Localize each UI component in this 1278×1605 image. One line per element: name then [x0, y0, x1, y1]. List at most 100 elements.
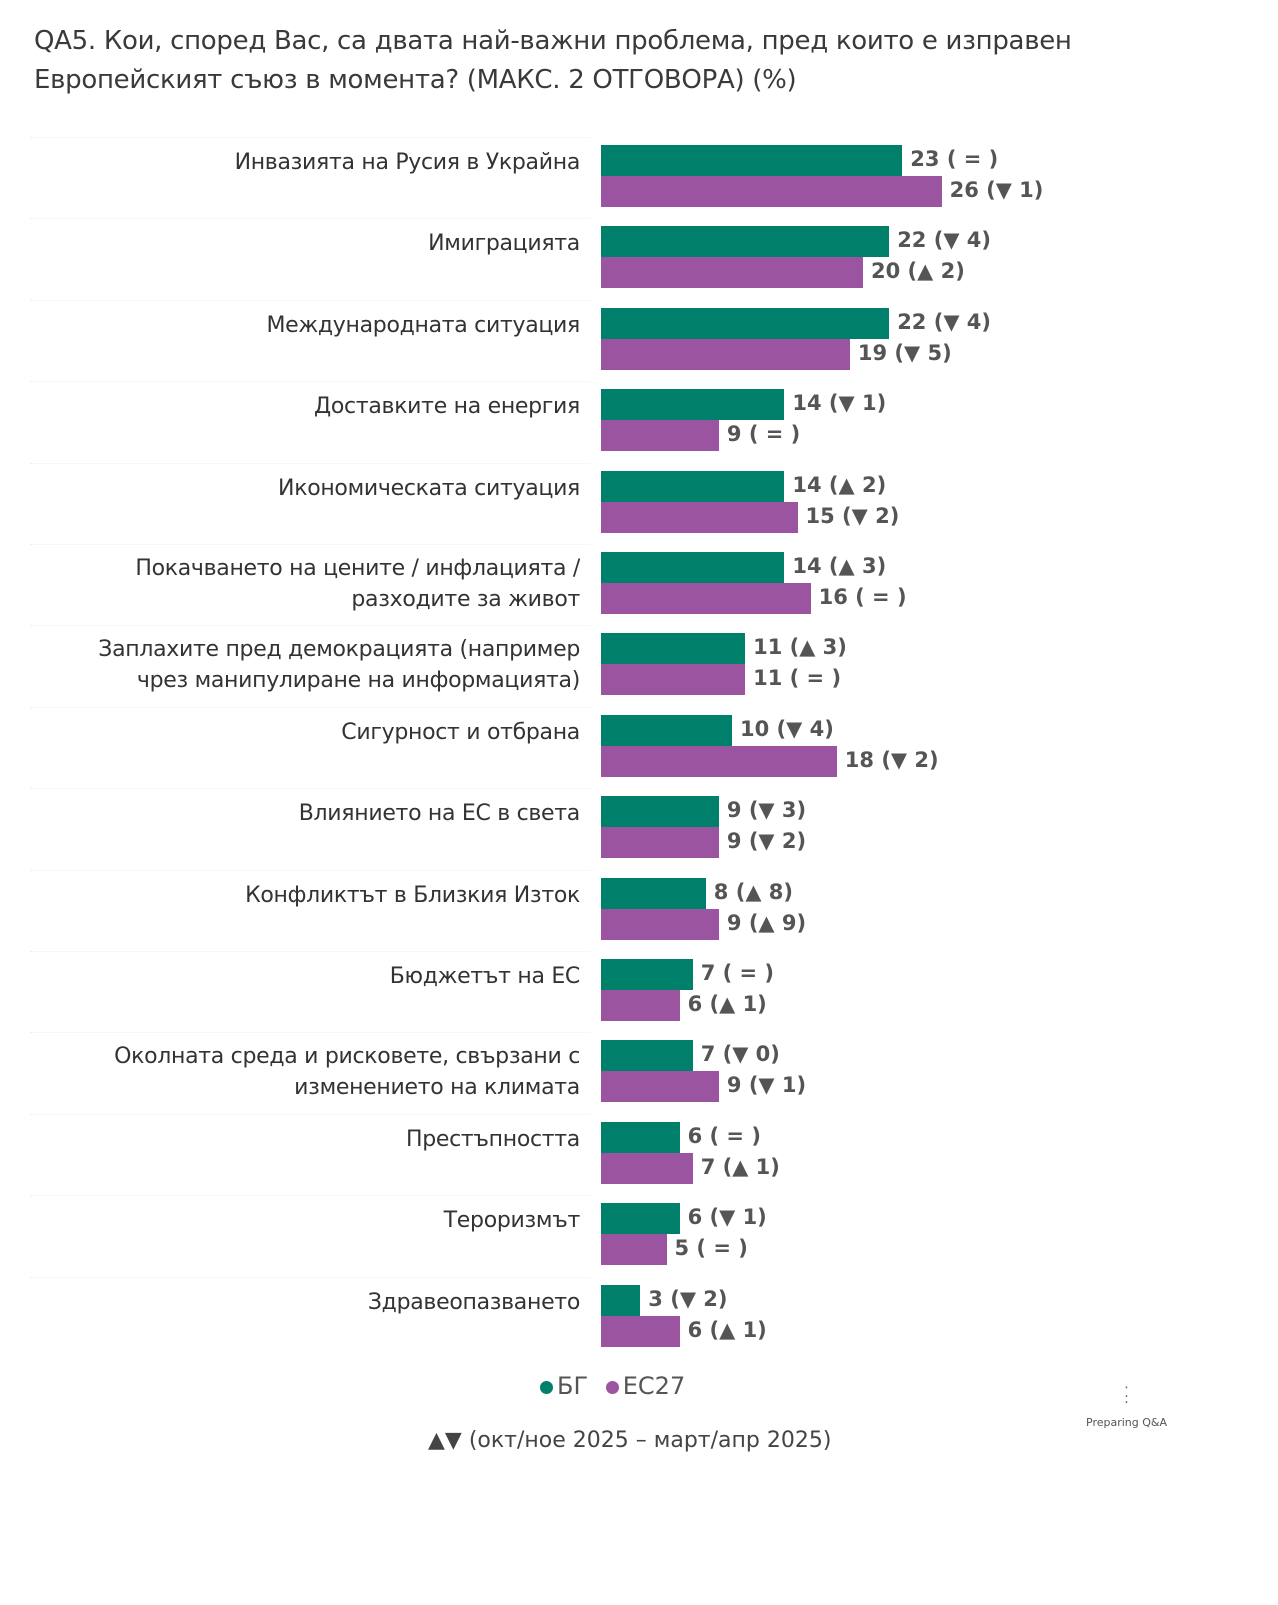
category-label-line: разходите за живот: [351, 587, 580, 612]
data-label-bg: 22 (▼ 4): [897, 228, 991, 253]
data-label-bg: 22 (▼ 4): [897, 309, 991, 334]
bar-bg: [601, 226, 890, 258]
gridline: [30, 381, 590, 383]
bar-bg: [601, 470, 785, 502]
data-label-eu27: 26 (▼ 1): [949, 178, 1044, 202]
bar-chart: Инвазията на Русия в Украйна 23 ( = ) 26 (…: [20, 137, 1044, 1347]
bar-bg: [601, 552, 785, 583]
bar-eu27: [601, 1152, 693, 1184]
category-label-line: Международната ситуация: [266, 312, 580, 338]
bar-bg: [601, 877, 706, 909]
category-label: Престъпността: [20, 1124, 580, 1155]
bar-bg: [601, 959, 693, 990]
data-label-eu27: 20 (▲ 2): [871, 259, 965, 284]
gridline: [30, 544, 590, 545]
gridline: [30, 218, 590, 220]
bar-eu27: [601, 257, 863, 289]
data-label-eu27: 19 (▼ 5): [857, 340, 952, 365]
category-label: Международната ситуация: [20, 310, 580, 341]
bar-eu27: [601, 664, 746, 696]
data-label-eu27: 5 ( = ): [674, 1236, 748, 1261]
category-label: Покачването на цените / инфлацията / разх…: [20, 553, 580, 615]
category-label: Влиянието на ЕС в света: [20, 798, 581, 829]
legend-dot-bg: [540, 1380, 553, 1394]
loader-text: Preparing Q&A: [1086, 1416, 1168, 1429]
bar-eu27: [601, 338, 850, 370]
data-label-bg: 10 (▼ 4): [740, 716, 834, 741]
bar-eu27: [601, 990, 680, 1021]
data-label-eu27: 9 (▼ 2): [726, 829, 807, 854]
category-label-line: Тероризмът: [443, 1208, 581, 1234]
bar-bg: [601, 389, 785, 421]
legend-label-bg: БГ: [557, 1372, 589, 1400]
category-label-line: Икономическата ситуация: [278, 475, 580, 501]
category-label-line: Бюджетът на ЕС: [389, 964, 581, 989]
gridline: [30, 137, 590, 138]
category-label: Околната среда и рисковете, свързани с из…: [20, 1041, 580, 1103]
gridline: [30, 1195, 590, 1197]
gridline: [30, 788, 590, 790]
bar-bg: [601, 1040, 693, 1072]
data-label-eu27: 9 (▼ 1): [726, 1073, 807, 1098]
data-label-bg: 8 (▲ 8): [713, 879, 793, 904]
bar-eu27: [601, 1071, 719, 1103]
data-label-bg: 7 (▼ 0): [700, 1042, 780, 1067]
data-label-eu27: 9 ( = ): [726, 422, 801, 447]
data-label-bg: 9 (▼ 3): [726, 798, 807, 823]
bar-bg: [601, 1203, 680, 1235]
category-label-line: Влиянието на ЕС в света: [298, 801, 581, 827]
data-label-eu27: 18 (▼ 2): [844, 747, 939, 772]
category-label: Бюджетът на ЕС: [20, 961, 581, 992]
category-label: Заплахите пред демокрацията (например чре…: [20, 634, 580, 696]
gridline: [30, 951, 590, 952]
legend: БГ ЕС27: [540, 1372, 685, 1400]
bar-eu27: [601, 1315, 680, 1347]
category-label-line: изменението на климата: [294, 1075, 580, 1101]
loading-dots-icon: ⁚ ·: [1124, 1385, 1129, 1411]
data-label-eu27: 7 (▲ 1): [700, 1154, 780, 1179]
legend-label-eu27: ЕС27: [622, 1372, 686, 1400]
data-label-bg: 14 (▲ 3): [792, 554, 887, 578]
category-label-line: Заплахите пред демокрацията (например: [98, 637, 580, 663]
category-label: Конфликтът в Близкия Изток: [20, 880, 580, 911]
category-label-line: Имиграцията: [428, 231, 580, 257]
category-label: Тероризмът: [20, 1205, 581, 1236]
bar-bg: [601, 633, 746, 665]
gridline: [30, 1276, 590, 1278]
bar-bg: [601, 145, 903, 176]
bar-eu27: [601, 827, 719, 859]
bar-bg: [601, 796, 719, 828]
data-label-eu27: 16 ( = ): [818, 585, 907, 609]
gridline: [30, 625, 590, 627]
bar-eu27: [601, 583, 811, 614]
category-label-line: Околната среда и рисковете, свързани с: [114, 1044, 580, 1070]
bar-eu27: [601, 908, 719, 940]
data-label-bg: 14 (▲ 2): [792, 472, 887, 497]
data-label-eu27: 9 (▲ 9): [726, 910, 807, 935]
data-label-bg: 6 ( = ): [687, 1123, 761, 1148]
gridline: [30, 462, 590, 464]
chart-title: QA5. Кои, според Вас, са двата най-важни…: [34, 26, 1072, 95]
preparing-qa-indicator: ⁚ · Preparing Q&A: [1086, 1385, 1168, 1429]
bar-bg: [601, 1284, 641, 1316]
category-label-line: Доставките на енергия: [313, 394, 580, 420]
bar-eu27: [601, 176, 942, 207]
data-label-eu27: 11 ( = ): [753, 666, 842, 691]
data-label-bg: 6 (▼ 1): [687, 1205, 767, 1230]
gridline: [30, 706, 590, 708]
bar-eu27: [601, 745, 837, 777]
gridline: [30, 1113, 590, 1115]
gridline: [30, 869, 590, 871]
data-label-bg: 11 (▲ 3): [753, 635, 847, 660]
category-label: Инвазията на Русия в Украйна: [20, 147, 581, 178]
data-label-bg: 14 (▼ 1): [792, 391, 887, 416]
category-label-line: Престъпността: [405, 1126, 580, 1152]
bar-bg: [601, 1121, 680, 1153]
category-label: Доставките на енергия: [20, 391, 580, 422]
bar-eu27: [601, 501, 798, 533]
category-label-line: Покачването на цените / инфлацията /: [135, 556, 580, 581]
data-label-bg: 23 ( = ): [910, 147, 999, 171]
change-note: ▲▼ (окт/ное 2025 – март/апр 2025): [428, 1428, 832, 1453]
data-label-eu27: 15 (▼ 2): [805, 503, 900, 528]
data-label-eu27: 6 (▲ 1): [687, 992, 767, 1016]
